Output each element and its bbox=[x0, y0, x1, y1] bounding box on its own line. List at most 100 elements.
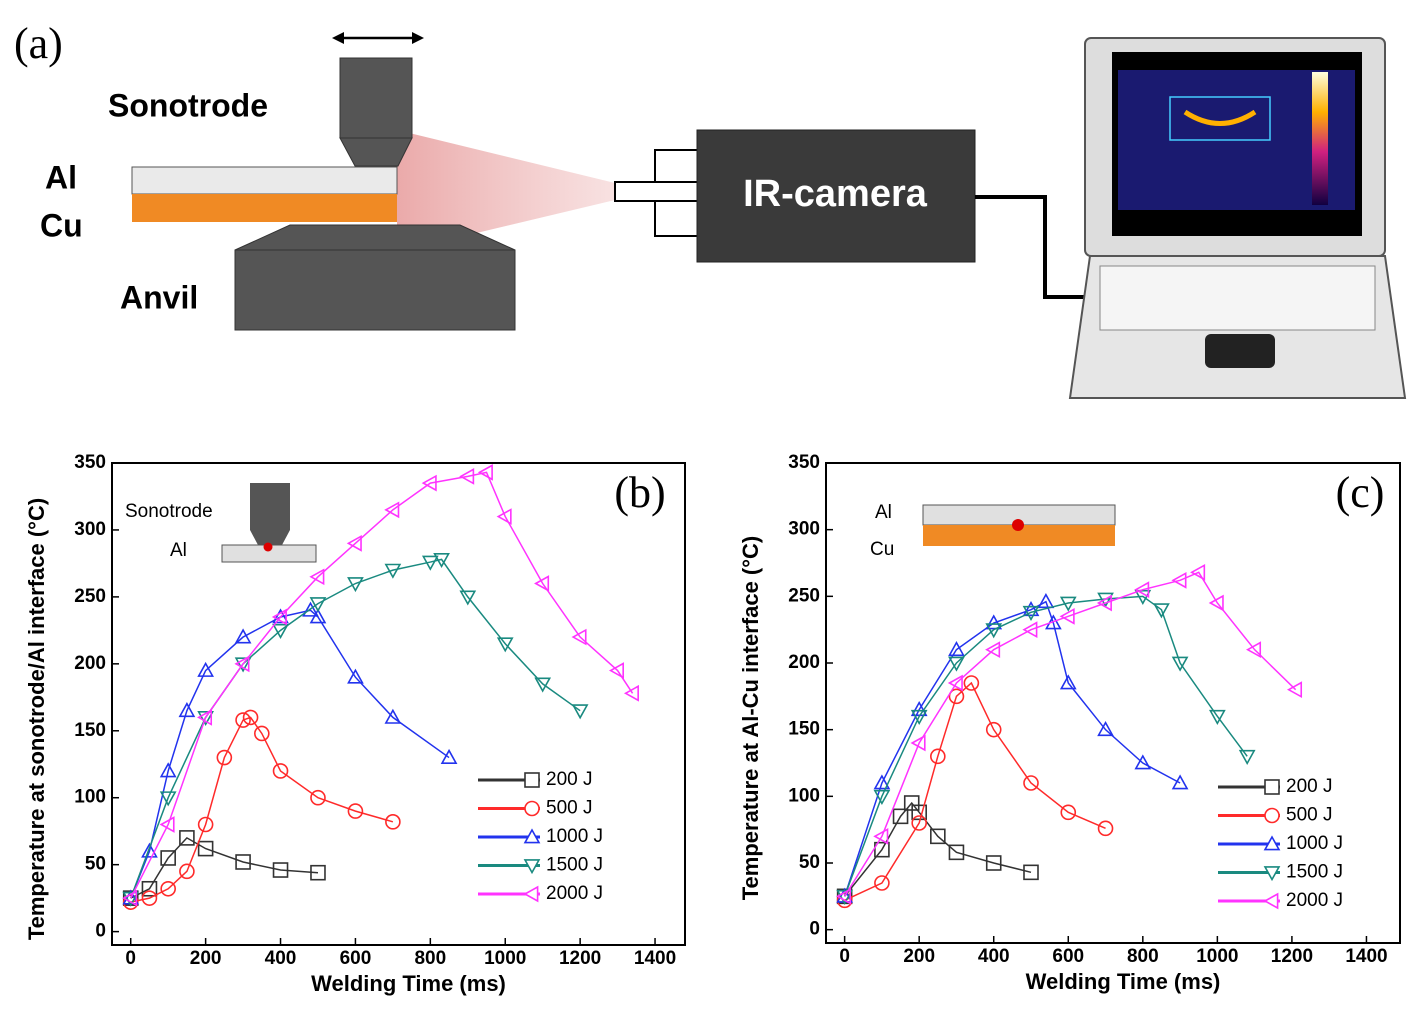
marker bbox=[1037, 593, 1055, 609]
marker bbox=[1059, 674, 1077, 690]
chart: 200 J 500 J 1000 J 1500 J 2000 J 0 200 400 600 80… bbox=[24, 452, 686, 996]
ir-beam bbox=[397, 130, 615, 252]
x-tick-label: 1200 bbox=[559, 948, 601, 969]
sonotrode-tip bbox=[339, 137, 413, 167]
marker bbox=[141, 890, 158, 906]
marker bbox=[985, 641, 1001, 659]
marker bbox=[1023, 775, 1039, 791]
marker bbox=[347, 577, 364, 593]
marker bbox=[385, 814, 401, 830]
legend-label: 200 J bbox=[546, 769, 592, 790]
marker bbox=[1134, 589, 1152, 605]
marker bbox=[254, 725, 270, 742]
panel-label: (c) bbox=[1336, 468, 1385, 517]
y-tick-label: 350 bbox=[788, 452, 820, 473]
marker bbox=[534, 575, 550, 592]
marker bbox=[523, 885, 539, 903]
marker bbox=[196, 709, 213, 726]
inset-label: Sonotrode bbox=[125, 501, 213, 522]
anvil bbox=[234, 249, 516, 331]
marker bbox=[1134, 754, 1152, 770]
marker bbox=[985, 623, 1003, 639]
marker bbox=[947, 674, 963, 692]
legend-label: 200 J bbox=[1286, 776, 1332, 797]
marker bbox=[1263, 835, 1281, 851]
sonotrode bbox=[339, 57, 413, 139]
x-tick-label: 200 bbox=[190, 948, 222, 969]
x-tick-label: 0 bbox=[125, 948, 136, 969]
inset-label: Al bbox=[170, 540, 187, 561]
series-line bbox=[130, 609, 450, 899]
lens bbox=[654, 149, 701, 183]
marker bbox=[384, 563, 402, 579]
y-tick-label: 350 bbox=[74, 452, 106, 473]
diagram: (a) Sonotrode Al Cu Anvil IR-camera bbox=[14, 19, 1407, 399]
marker bbox=[1097, 592, 1114, 608]
legend-label: 1000 J bbox=[546, 826, 603, 847]
marker bbox=[459, 468, 475, 485]
marker bbox=[235, 854, 251, 870]
touchpad bbox=[1205, 334, 1275, 368]
marker bbox=[608, 662, 624, 679]
x-tick-label: 1000 bbox=[484, 948, 526, 969]
cable bbox=[975, 195, 1085, 299]
plot-frame bbox=[111, 462, 686, 946]
series-line bbox=[843, 595, 1248, 897]
al-plate bbox=[131, 166, 398, 195]
inset-point bbox=[1012, 519, 1024, 531]
marker bbox=[930, 828, 946, 845]
marker bbox=[242, 709, 259, 726]
marker bbox=[197, 661, 214, 677]
marker bbox=[496, 508, 512, 525]
y-axis-label: Temperature at Al-Cu interface (°C) bbox=[738, 536, 763, 901]
marker bbox=[179, 830, 195, 846]
legend-label: 1500 J bbox=[1286, 862, 1343, 883]
marker bbox=[302, 601, 319, 617]
marker bbox=[477, 464, 493, 481]
panel-label: (a) bbox=[14, 19, 63, 68]
panel-label: (b) bbox=[614, 468, 665, 517]
y-tick-label: 150 bbox=[74, 720, 106, 741]
marker bbox=[1023, 864, 1039, 881]
marker bbox=[272, 862, 289, 878]
y-tick-label: 50 bbox=[85, 854, 106, 875]
marker bbox=[310, 864, 326, 881]
chart: 200 J 500 J 1000 J 1500 J 2000 J 0 200 400 600 80… bbox=[738, 452, 1401, 994]
lens bbox=[614, 181, 701, 202]
series-line bbox=[130, 471, 634, 899]
marker bbox=[836, 889, 853, 905]
marker bbox=[272, 623, 289, 640]
marker bbox=[141, 880, 158, 897]
x-tick-label: 1200 bbox=[1271, 946, 1313, 967]
series-line bbox=[130, 716, 394, 903]
marker bbox=[347, 668, 364, 684]
x-axis-label: Welding Time (ms) bbox=[1026, 969, 1221, 994]
marker bbox=[421, 474, 437, 492]
arrow-head bbox=[412, 32, 424, 44]
x-tick-label: 200 bbox=[903, 946, 935, 967]
marker bbox=[963, 675, 980, 691]
marker bbox=[272, 608, 289, 624]
marker bbox=[910, 734, 926, 752]
x-tick-label: 1000 bbox=[1196, 946, 1238, 967]
cu-plate bbox=[132, 194, 397, 222]
marker bbox=[1208, 594, 1224, 612]
marker bbox=[985, 614, 1003, 630]
series-line bbox=[130, 836, 319, 899]
marker bbox=[459, 590, 477, 606]
marker bbox=[310, 789, 326, 806]
marker bbox=[346, 534, 362, 552]
marker bbox=[873, 827, 889, 845]
marker bbox=[496, 637, 514, 653]
marker bbox=[1286, 681, 1303, 699]
plot-frame bbox=[825, 462, 1401, 944]
y-tick-label: 0 bbox=[95, 921, 106, 942]
marker bbox=[384, 708, 402, 724]
y-tick-label: 100 bbox=[74, 787, 106, 808]
marker bbox=[835, 887, 852, 905]
legend-label: 1000 J bbox=[1286, 833, 1343, 854]
marker bbox=[271, 608, 287, 626]
marker bbox=[948, 844, 965, 861]
series-line bbox=[843, 600, 1181, 897]
